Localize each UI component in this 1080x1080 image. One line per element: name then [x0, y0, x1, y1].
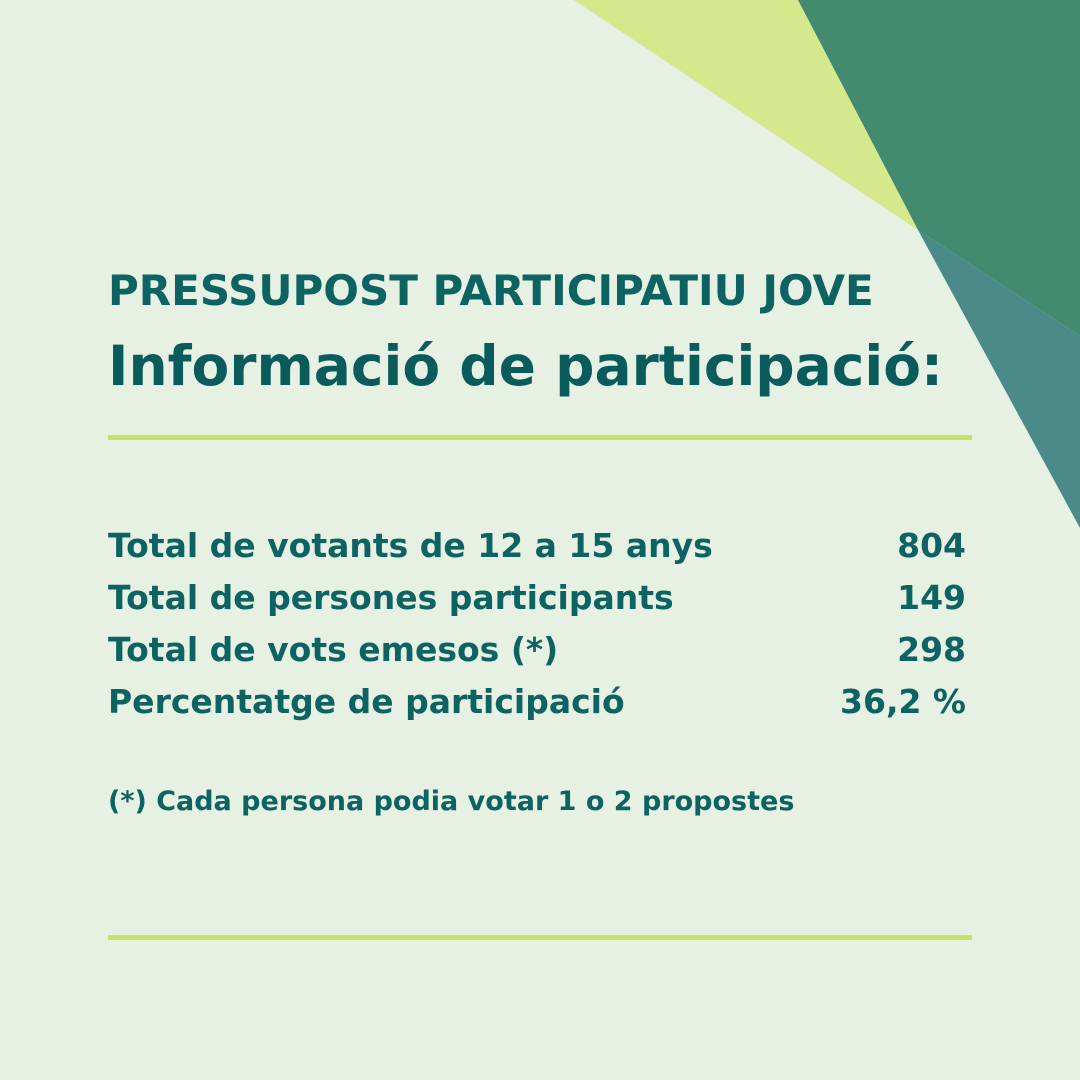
stat-value: 804 — [897, 526, 966, 565]
teal-triangle-shape — [918, 230, 1080, 528]
stat-value: 298 — [897, 630, 966, 669]
stat-row-participants: Total de persones participants 149 — [108, 578, 966, 630]
stat-label: Percentatge de participació — [108, 682, 625, 721]
green-triangle-shape — [798, 0, 1080, 336]
stat-label: Total de votants de 12 a 15 anys — [108, 526, 713, 565]
divider-bottom — [108, 935, 972, 940]
program-name: PRESSUPOST PARTICIPATIU JOVE — [108, 266, 874, 315]
footnote: (*) Cada persona podia votar 1 o 2 propo… — [108, 786, 795, 817]
stat-value: 149 — [897, 578, 966, 617]
lime-triangle-shape — [574, 0, 918, 230]
page-title: Informació de participació: — [108, 334, 944, 398]
stat-label: Total de persones participants — [108, 578, 674, 617]
stat-label: Total de vots emesos (*) — [108, 630, 559, 669]
divider-top — [108, 435, 972, 440]
info-card: PRESSUPOST PARTICIPATIU JOVE Informació … — [108, 0, 972, 1080]
stats-list: Total de votants de 12 a 15 anys 804 Tot… — [108, 526, 966, 734]
stat-row-percentage: Percentatge de participació 36,2 % — [108, 682, 966, 734]
stat-row-votes: Total de vots emesos (*) 298 — [108, 630, 966, 682]
stat-row-voters: Total de votants de 12 a 15 anys 804 — [108, 526, 966, 578]
stat-value: 36,2 % — [840, 682, 966, 721]
